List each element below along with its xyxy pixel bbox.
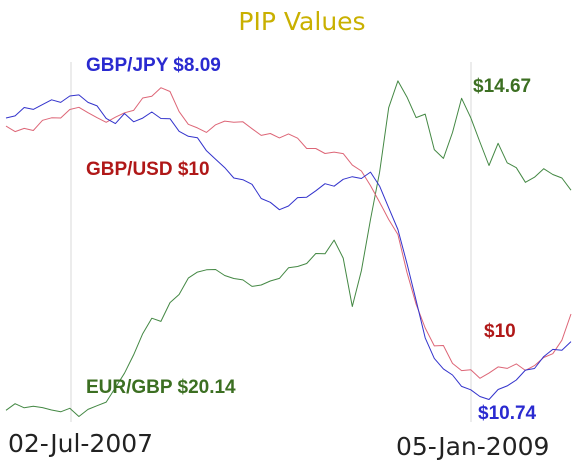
series-label-gbp-jpy: GBP/JPY $8.09 bbox=[86, 55, 221, 76]
series-high-label-eur-gbp: $14.67 bbox=[473, 76, 531, 97]
chart-title: PIP Values bbox=[238, 7, 365, 36]
series-label-gbp-usd: GBP/USD $10 bbox=[86, 159, 210, 180]
x-tick-label-end: 05-Jan-2009 bbox=[396, 432, 549, 461]
series-low-label-gbp-jpy: $10.74 bbox=[478, 403, 537, 424]
series-line-eur-gbp bbox=[5, 80, 572, 417]
series-line-gbp-jpy bbox=[5, 94, 572, 400]
series-label-eur-gbp: EUR/GBP $20.14 bbox=[86, 377, 236, 398]
series-low-label-gbp-usd: $10 bbox=[484, 321, 516, 342]
series-line-gbp-usd bbox=[5, 87, 572, 379]
x-tick-label-start: 02-Jul-2007 bbox=[8, 429, 153, 458]
